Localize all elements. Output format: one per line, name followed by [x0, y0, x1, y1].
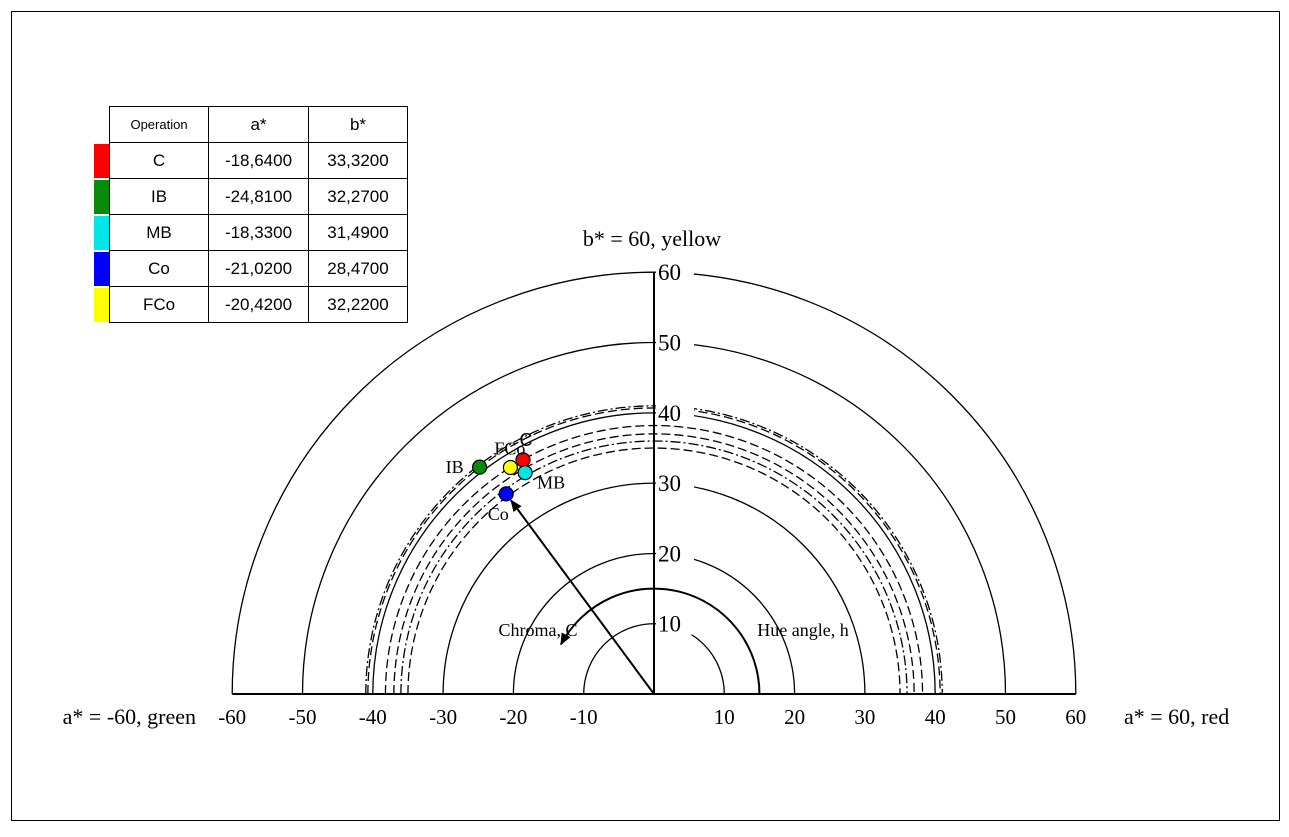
- y-axis-top-label: b* = 60, yellow: [583, 226, 721, 251]
- legend-table: Operation a* b* C -18,6400 33,3200 IB -24,81…: [94, 106, 408, 323]
- legend-row: C -18,6400 33,3200: [94, 142, 408, 179]
- legend-header-operation: Operation: [109, 106, 209, 143]
- x-axis-left-label: a* = -60, green: [63, 704, 196, 729]
- hue-annotation: Hue angle, h: [757, 620, 848, 640]
- legend-b-value: 28,4700: [308, 250, 408, 287]
- legend-a-value: -18,3300: [208, 214, 309, 251]
- legend-swatch: [94, 143, 110, 179]
- x-tick-label: -20: [499, 705, 527, 729]
- legend-row: FCo -20,4200 32,2200: [94, 286, 408, 323]
- hue-angle-arc: [560, 587, 761, 695]
- legend-swatch: [94, 215, 110, 251]
- point-label-ib: IB: [446, 457, 464, 477]
- y-tick-mask: [656, 399, 694, 424]
- y-tick-label: 60: [658, 260, 681, 285]
- legend-row: MB -18,3300 31,4900: [94, 214, 408, 251]
- y-tick-mask: [656, 329, 694, 354]
- point-mb: [517, 465, 533, 481]
- legend-swatch: [94, 251, 110, 287]
- point-label-co: Co: [488, 504, 509, 524]
- legend-a-value: -20,4200: [208, 286, 309, 323]
- y-tick-label: 40: [658, 401, 681, 426]
- legend-header-b: b*: [308, 106, 408, 143]
- y-tick-label: 20: [658, 541, 681, 566]
- x-tick-label: 50: [995, 705, 1016, 729]
- x-tick-label: 60: [1065, 705, 1086, 729]
- legend-b-value: 32,2200: [308, 286, 408, 323]
- legend-swatch-header: [94, 107, 110, 143]
- legend-b-value: 32,2700: [308, 178, 408, 215]
- legend-operation: C: [109, 142, 209, 179]
- point-label-mb: MB: [537, 473, 565, 493]
- y-tick-label: 10: [658, 612, 681, 637]
- y-tick-mask: [656, 610, 694, 635]
- x-tick-label: 30: [854, 705, 875, 729]
- y-tick-mask: [656, 259, 694, 284]
- legend-operation: IB: [109, 178, 209, 215]
- data-points: C IB MB Co FCo: [446, 430, 566, 524]
- dashed-ring-0: [407, 447, 901, 695]
- x-tick-label: -10: [570, 705, 598, 729]
- legend-row: IB -24,8100 32,2700: [94, 178, 408, 215]
- legend-swatch: [94, 179, 110, 215]
- legend-operation: FCo: [109, 286, 209, 323]
- y-tick-label: 50: [658, 331, 681, 356]
- x-tick-label: 40: [925, 705, 946, 729]
- point-ib: [472, 459, 488, 475]
- legend-a-value: -21,0200: [208, 250, 309, 287]
- legend-b-value: 33,3200: [308, 142, 408, 179]
- y-tick-label: 30: [658, 471, 681, 496]
- point-label-fco: FCo: [494, 439, 525, 459]
- point-label-c: C: [520, 430, 533, 450]
- point-fco: [502, 459, 518, 476]
- legend-a-value: -24,8100: [208, 178, 309, 215]
- x-tick-label: -40: [359, 705, 387, 729]
- legend-a-value: -18,6400: [208, 142, 309, 179]
- legend-operation: MB: [109, 214, 209, 251]
- tick-labels: -60 -50 -40 -30 -20 -10 10 20 30 40 50 60 10 20 30 40 50…: [218, 259, 1086, 729]
- legend-operation: Co: [109, 250, 209, 287]
- x-axis-right-label: a* = 60, red: [1124, 704, 1229, 729]
- legend-swatch: [94, 287, 110, 323]
- x-tick-label: -60: [218, 705, 246, 729]
- legend-row: Co -21,0200 28,4700: [94, 250, 408, 287]
- annotations: b* = 60, yellow a* = -60, green a* = 60,…: [63, 226, 1230, 729]
- point-co: [498, 486, 514, 502]
- x-tick-label: 10: [714, 705, 735, 729]
- y-tick-mask: [656, 540, 694, 565]
- chroma-vector: [510, 499, 655, 695]
- y-tick-mask: [656, 470, 694, 495]
- legend-b-value: 31,4900: [308, 214, 408, 251]
- legend-header-a: a*: [208, 106, 309, 143]
- chroma-annotation: Chroma, C: [499, 620, 578, 640]
- x-tick-label: 20: [784, 705, 805, 729]
- legend-header-row: Operation a* b*: [94, 106, 408, 143]
- x-tick-label: -30: [429, 705, 457, 729]
- axes: [232, 272, 1076, 695]
- x-tick-label: -50: [289, 705, 317, 729]
